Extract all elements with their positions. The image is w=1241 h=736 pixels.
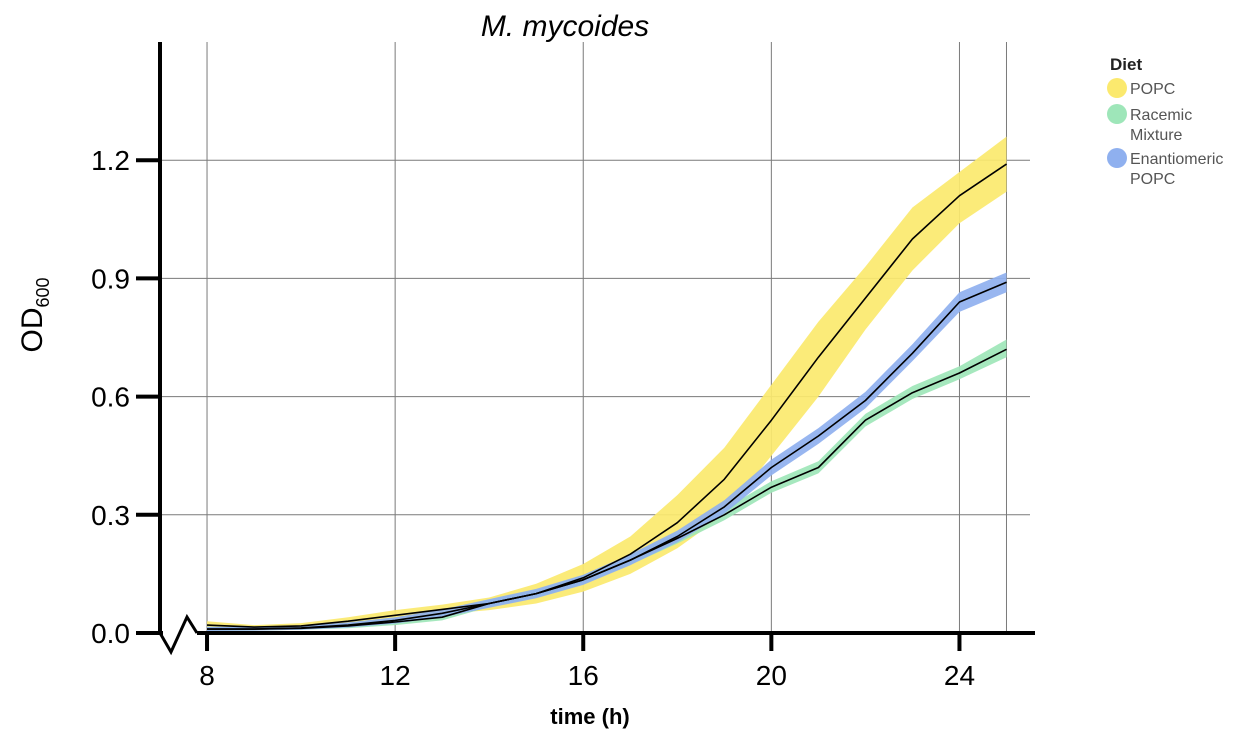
x-tick-label-4: 24 xyxy=(944,660,975,691)
y-tick-label-2: 0.6 xyxy=(91,382,130,413)
series-lines xyxy=(206,163,1007,630)
y-axis-label-subscript: 600 xyxy=(33,277,53,307)
axes xyxy=(136,42,1035,656)
legend-label-2-0: Enantiomeric xyxy=(1130,151,1223,168)
legend-entry-0: POPC xyxy=(1107,78,1175,98)
axis-break-mark xyxy=(158,613,199,656)
x-tick-label-2: 16 xyxy=(568,660,599,691)
tick-labels: 0.0 0.3 0.6 0.9 1.2 8 12 16 20 24 xyxy=(91,145,975,691)
y-tick-label-0: 0.0 xyxy=(91,618,130,649)
x-tick-label-3: 20 xyxy=(756,660,787,691)
y-tick-label-1: 0.3 xyxy=(91,500,130,531)
confidence-bands xyxy=(207,136,1007,631)
legend-label-1-0: Racemic xyxy=(1130,107,1192,124)
legend-title: Diet xyxy=(1110,55,1142,74)
legend-entry-1: Racemic Mixture xyxy=(1107,104,1192,144)
y-tick-label-3: 0.9 xyxy=(91,263,130,294)
legend-swatch-0 xyxy=(1107,78,1127,98)
legend-entry-2: Enantiomeric POPC xyxy=(1107,148,1223,188)
legend-label-2-1: POPC xyxy=(1130,171,1175,188)
x-tick-label-1: 12 xyxy=(380,660,411,691)
x-axis-label: time (h) xyxy=(550,704,629,729)
x-tick-label-0: 8 xyxy=(199,660,215,691)
legend: Diet POPC Racemic Mixture Enantiomeric POPC xyxy=(1107,55,1223,188)
line-series-0 xyxy=(206,163,1007,628)
line-series-1 xyxy=(207,348,1007,630)
line-series-2 xyxy=(207,281,1007,630)
y-axis-label: OD600 xyxy=(16,277,53,352)
y-axis-label-main: OD xyxy=(16,308,49,353)
legend-swatch-2 xyxy=(1107,148,1127,168)
y-tick-label-4: 1.2 xyxy=(91,145,130,176)
chart-title: M. mycoides xyxy=(481,10,649,43)
legend-swatch-1 xyxy=(1107,104,1127,124)
legend-label-0-0: POPC xyxy=(1130,81,1175,98)
legend-label-1-1: Mixture xyxy=(1130,127,1183,144)
grid-lines xyxy=(160,42,1030,633)
